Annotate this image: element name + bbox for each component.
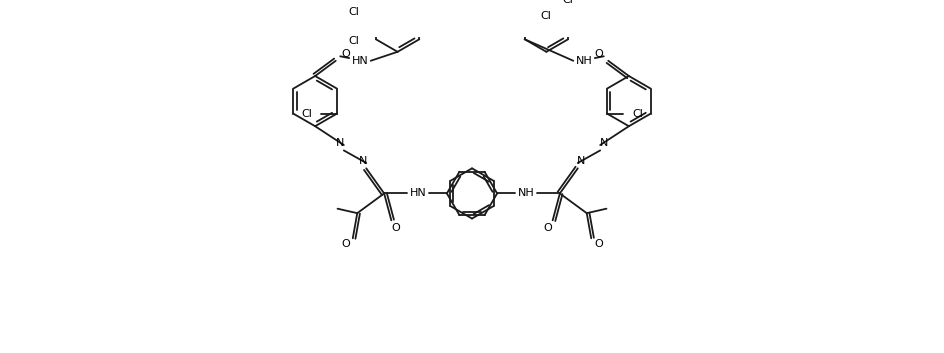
Text: O: O [594,49,603,59]
Text: NH: NH [576,56,593,66]
Text: N: N [599,138,608,148]
Text: O: O [392,222,400,233]
Text: N: N [577,156,585,166]
Text: N: N [336,138,345,148]
Text: O: O [341,239,350,249]
Text: HN: HN [351,56,368,66]
Text: Cl: Cl [301,109,312,119]
Text: O: O [594,239,603,249]
Text: Cl: Cl [349,36,360,46]
Text: O: O [341,49,350,59]
Text: Cl: Cl [563,0,573,5]
Text: Cl: Cl [541,11,551,21]
Text: N: N [359,156,367,166]
Text: O: O [544,222,552,233]
Text: Cl: Cl [632,109,643,119]
Text: HN: HN [410,189,427,198]
Text: Cl: Cl [349,7,360,17]
Text: NH: NH [517,189,534,198]
